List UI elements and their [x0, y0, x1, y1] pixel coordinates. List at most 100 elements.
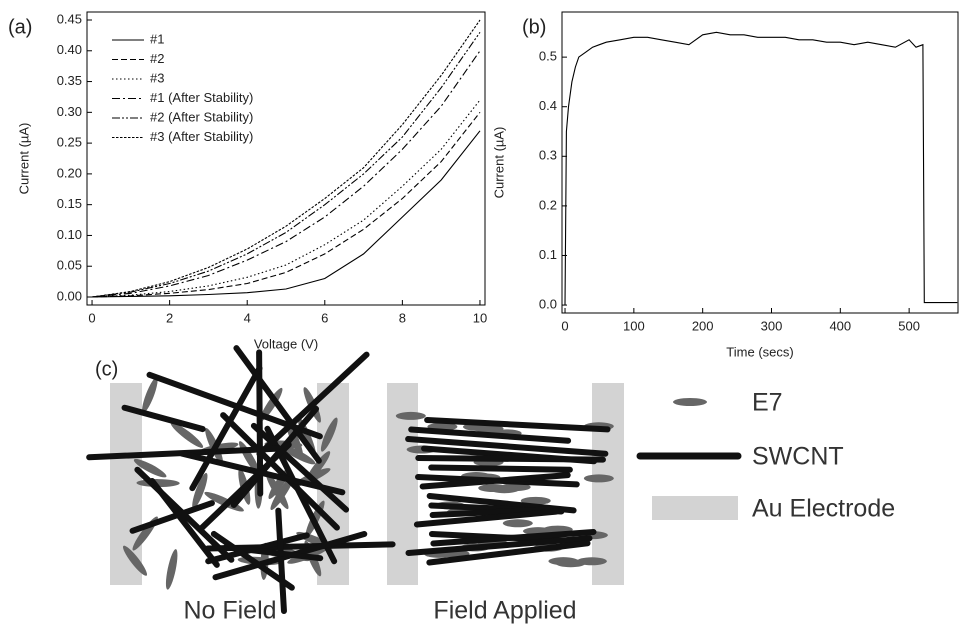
x-tick-label: 400 — [829, 318, 851, 333]
swcnt-rod — [199, 441, 292, 531]
e7-molecule — [281, 445, 316, 465]
panel-label: (a) — [8, 16, 32, 38]
e7-molecule — [170, 422, 204, 448]
swcnt-rod — [405, 535, 593, 556]
x-tick-label: 200 — [692, 318, 714, 333]
e7-molecule — [520, 496, 551, 505]
diagram-legend: E7 SWCNT Au Electrode — [636, 389, 895, 523]
swcnt-rod — [220, 412, 340, 531]
swcnt-rod — [428, 464, 573, 473]
y-tick-label: 0.45 — [57, 11, 82, 26]
x-tick-label: 4 — [244, 310, 251, 325]
e7-molecule — [123, 545, 148, 576]
swcnt-rod — [413, 508, 560, 528]
swcnt-rod — [189, 365, 263, 492]
line — [91, 99, 481, 298]
y-tick-label: 0.1 — [539, 247, 557, 262]
e7-molecule — [583, 474, 614, 483]
x-tick-label: 300 — [761, 318, 783, 333]
y-tick-label: 0.15 — [57, 196, 82, 211]
e7-molecule — [502, 519, 533, 528]
plot-frame — [561, 11, 959, 314]
e7-molecule — [320, 417, 338, 452]
swcnt-rod — [222, 544, 324, 562]
line — [91, 31, 481, 298]
legend-label: #2 (After Stability) — [150, 109, 253, 124]
x-axis-label: Time (secs) — [726, 344, 793, 359]
legend-label: #3 — [150, 70, 164, 85]
y-tick-label: 0.35 — [57, 73, 82, 88]
legend-label: #1 (After Stability) — [150, 90, 253, 105]
swcnt-rod — [178, 450, 346, 496]
swcnt-rod — [210, 530, 295, 591]
legend-label: SWCNT — [752, 443, 844, 471]
electrode-icon — [652, 496, 738, 520]
line — [564, 31, 958, 306]
swcnt-rod — [129, 500, 215, 534]
e7-molecule — [270, 475, 294, 511]
plot-frame — [86, 11, 486, 306]
y-tick-label: 0.30 — [57, 104, 82, 119]
panel-label: (c) — [95, 358, 118, 380]
panel-label: (b) — [522, 16, 546, 38]
swcnt-rod — [415, 455, 606, 463]
diagram — [86, 345, 624, 614]
y-tick-label: 0.0 — [539, 297, 557, 312]
y-tick-label: 0.20 — [57, 165, 82, 180]
swcnt-rod — [426, 540, 591, 566]
e7-molecule — [259, 387, 283, 422]
y-tick-label: 0.4 — [539, 98, 557, 113]
panel-caption: Field Applied — [433, 597, 576, 625]
swcnt-rod — [424, 417, 611, 433]
legend-label: #2 — [150, 51, 164, 66]
e7-icon — [673, 398, 707, 406]
line — [91, 130, 481, 298]
e7-molecule — [165, 549, 178, 590]
y-tick-label: 0.10 — [57, 227, 82, 242]
panel-caption: No Field — [183, 597, 276, 625]
swcnt-rod — [121, 404, 206, 433]
swcnt-rod — [250, 422, 350, 513]
x-tick-label: 0 — [561, 318, 568, 333]
e7-molecule — [192, 472, 208, 509]
x-tick-label: 2 — [166, 310, 173, 325]
line — [91, 111, 481, 298]
e7-molecule — [142, 377, 158, 414]
line — [91, 19, 481, 298]
e7-molecule — [576, 557, 607, 566]
x-tick-label: 6 — [321, 310, 328, 325]
swcnt-rod — [405, 436, 609, 457]
swcnt-rod — [134, 466, 235, 563]
swcnt-rod — [430, 528, 597, 547]
y-tick-label: 0.5 — [539, 49, 557, 64]
x-tick-label: 8 — [399, 310, 406, 325]
y-tick-label: 0.40 — [57, 42, 82, 57]
x-tick-label: 100 — [623, 318, 645, 333]
swcnt-rod — [419, 472, 571, 490]
x-axis-label: Voltage (V) — [254, 336, 318, 351]
y-tick-label: 0.25 — [57, 135, 82, 150]
x-tick-label: 10 — [473, 310, 487, 325]
y-axis-label: Current (µA) — [16, 123, 31, 195]
x-tick-label: 0 — [88, 310, 95, 325]
legend-label: #1 — [150, 31, 164, 46]
y-tick-label: 0.3 — [539, 148, 557, 163]
swcnt-rod — [256, 351, 370, 457]
e7-molecule — [478, 484, 509, 493]
legend-label: #3 (After Stability) — [150, 129, 253, 144]
e7-molecule — [306, 451, 331, 482]
legend-label: Au Electrode — [752, 495, 895, 523]
legend-label: E7 — [752, 389, 783, 417]
electrode — [592, 383, 624, 585]
swcnt-rod — [233, 345, 322, 464]
y-tick-label: 0.00 — [57, 288, 82, 303]
y-tick-label: 0.2 — [539, 197, 557, 212]
line — [91, 50, 481, 298]
x-tick-label: 500 — [898, 318, 920, 333]
e7-molecule — [133, 459, 167, 478]
swcnt-rod — [429, 506, 559, 518]
swcnt-rod — [408, 426, 572, 444]
e7-molecule — [395, 411, 426, 420]
y-axis-label: Current (µA) — [491, 127, 506, 199]
